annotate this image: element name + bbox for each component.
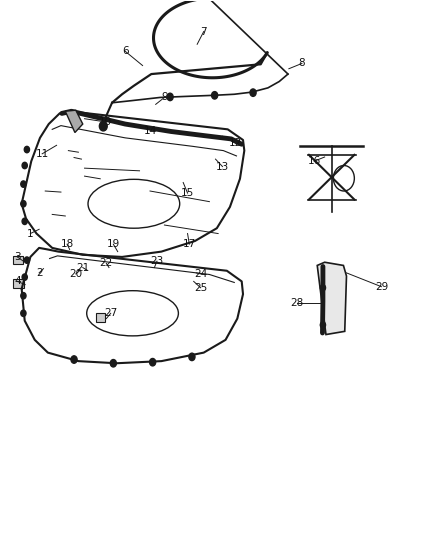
Text: 16: 16 — [307, 156, 321, 166]
Text: 12: 12 — [229, 138, 242, 148]
Circle shape — [22, 218, 27, 224]
Text: 20: 20 — [69, 269, 82, 279]
Text: 25: 25 — [194, 283, 207, 293]
Circle shape — [21, 181, 26, 187]
Text: 15: 15 — [181, 188, 194, 198]
Text: 7: 7 — [201, 27, 207, 37]
Circle shape — [24, 257, 29, 263]
Text: 14: 14 — [143, 126, 157, 136]
Text: 2: 2 — [36, 268, 42, 278]
Polygon shape — [65, 110, 83, 133]
Circle shape — [250, 89, 256, 96]
Circle shape — [71, 356, 77, 364]
Text: 18: 18 — [60, 239, 74, 249]
Text: 3: 3 — [14, 252, 21, 262]
Circle shape — [189, 353, 195, 361]
Polygon shape — [317, 262, 346, 335]
Text: 24: 24 — [194, 269, 207, 279]
Circle shape — [150, 359, 155, 366]
Circle shape — [21, 293, 26, 299]
Text: 29: 29 — [375, 282, 388, 292]
Circle shape — [99, 122, 107, 131]
Circle shape — [167, 93, 173, 101]
Text: 8: 8 — [299, 59, 305, 68]
Text: 4: 4 — [14, 277, 21, 286]
Circle shape — [320, 285, 325, 291]
Text: 17: 17 — [183, 239, 196, 249]
Text: 22: 22 — [100, 259, 113, 268]
Circle shape — [21, 310, 26, 317]
Text: 28: 28 — [290, 297, 304, 308]
Circle shape — [22, 274, 27, 280]
Text: 1: 1 — [27, 229, 34, 239]
FancyBboxPatch shape — [96, 313, 106, 322]
Circle shape — [24, 147, 29, 153]
Text: 9: 9 — [161, 92, 168, 102]
Circle shape — [320, 322, 325, 328]
FancyBboxPatch shape — [13, 279, 24, 288]
Circle shape — [212, 92, 218, 99]
Text: 10: 10 — [99, 117, 112, 127]
Text: 19: 19 — [107, 239, 120, 249]
Text: 11: 11 — [35, 149, 49, 159]
Text: 21: 21 — [76, 263, 89, 272]
FancyBboxPatch shape — [13, 256, 23, 264]
Text: 23: 23 — [150, 256, 164, 266]
Circle shape — [22, 163, 27, 168]
Circle shape — [21, 200, 26, 207]
Text: 27: 27 — [104, 308, 117, 318]
Circle shape — [110, 360, 117, 367]
Text: 6: 6 — [122, 46, 128, 56]
Text: 13: 13 — [216, 161, 229, 172]
